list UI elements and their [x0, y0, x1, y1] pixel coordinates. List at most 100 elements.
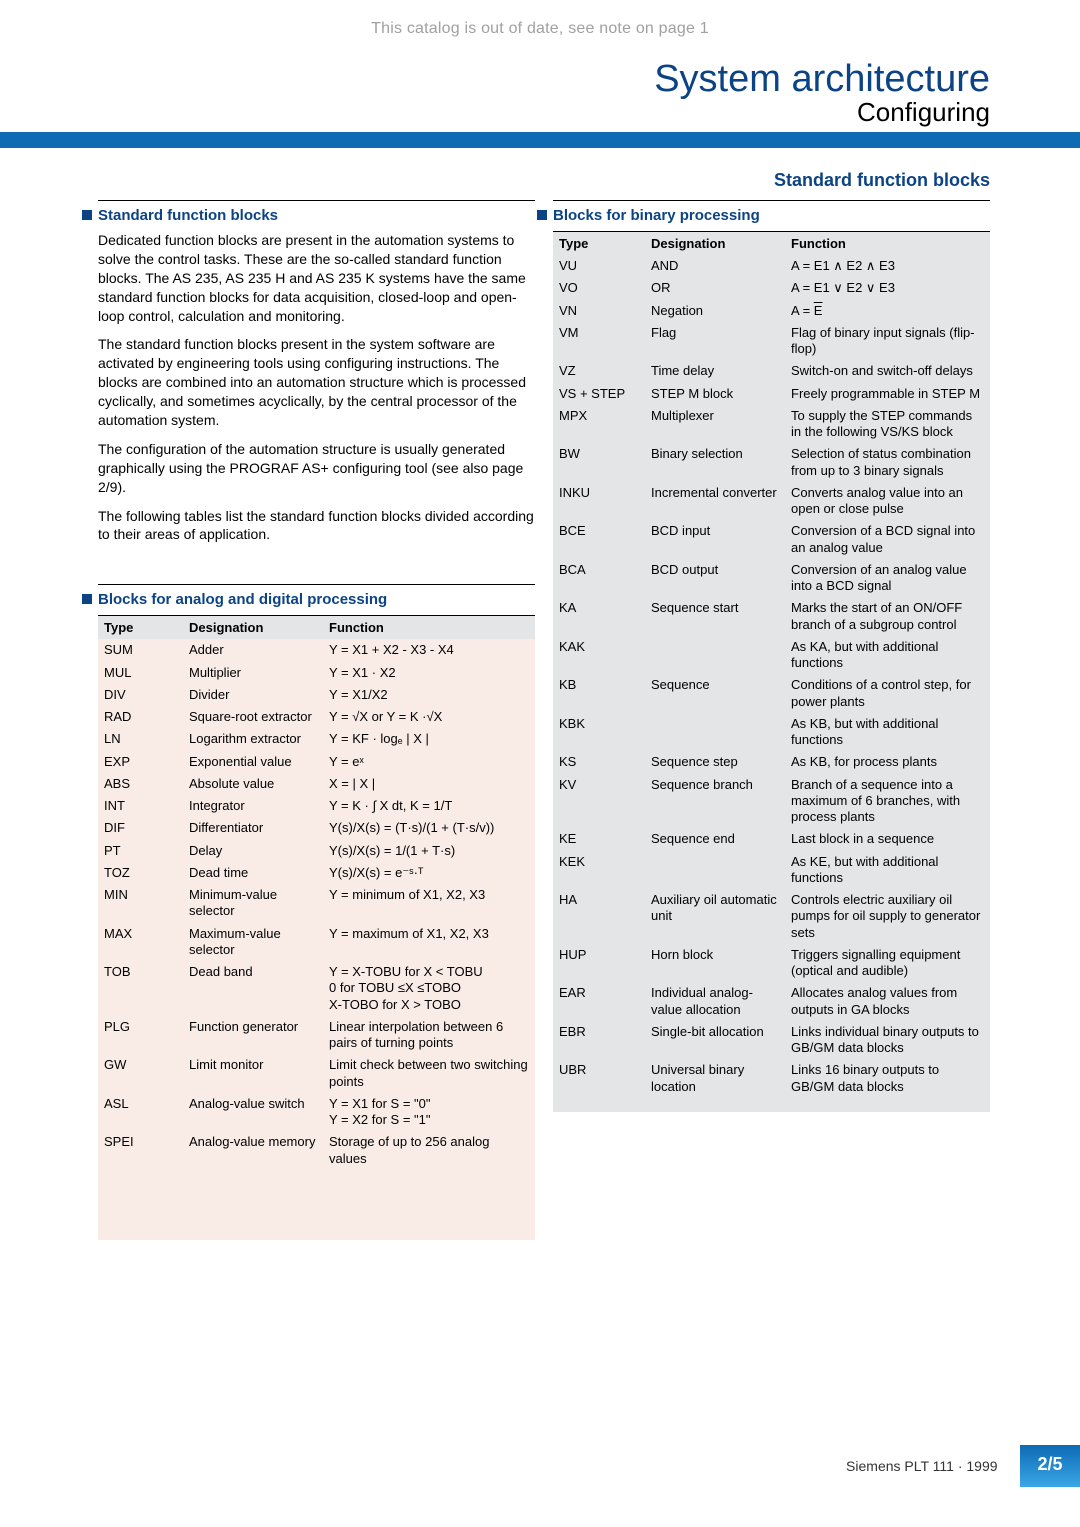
- cell-function: Y = K · ∫ X dt, K = 1/T: [323, 795, 535, 817]
- cell-designation: Adder: [183, 639, 323, 661]
- right-column: Blocks for binary processing Type Design…: [553, 200, 990, 1240]
- cell-type: KBK: [553, 713, 645, 752]
- cell-type: INT: [98, 795, 183, 817]
- intro-para-2: The standard function blocks present in …: [98, 335, 535, 429]
- cell-type: PT: [98, 840, 183, 862]
- cell-type: MPX: [553, 405, 645, 444]
- table-row: KBKAs KB, but with additional functions: [553, 713, 990, 752]
- cell-designation: Auxiliary oil automatic unit: [645, 889, 785, 944]
- cell-type: EXP: [98, 751, 183, 773]
- table-row: EXPExponential valueY = eˣ: [98, 751, 535, 773]
- cell-function: Conversion of an analog value into a BCD…: [785, 559, 990, 598]
- cell-type: PLG: [98, 1016, 183, 1055]
- cell-function: Y(s)/X(s) = (T·s)/(1 + (T·s/v)): [323, 817, 535, 839]
- cell-type: EBR: [553, 1021, 645, 1060]
- table-row: DIVDividerY = X1/X2: [98, 684, 535, 706]
- cell-designation: Logarithm extractor: [183, 728, 323, 750]
- cell-designation: Differentiator: [183, 817, 323, 839]
- cell-function: Y = √X or Y = K ·√X: [323, 706, 535, 728]
- cell-function: As KA, but with additional functions: [785, 636, 990, 675]
- cell-designation: Dead time: [183, 862, 323, 884]
- th-designation: Designation: [645, 232, 785, 255]
- table-row: SPEIAnalog-value memoryStorage of up to …: [98, 1131, 535, 1170]
- cell-function: Converts analog value into an open or cl…: [785, 482, 990, 521]
- table-row: HAAuxiliary oil automatic unitControls e…: [553, 889, 990, 944]
- cell-designation: Binary selection: [645, 443, 785, 482]
- cell-type: VN: [553, 300, 645, 322]
- cell-function: Storage of up to 256 analog values: [323, 1131, 535, 1170]
- th-designation: Designation: [183, 616, 323, 639]
- cell-function: Y = X1/X2: [323, 684, 535, 706]
- cell-designation: Incremental converter: [645, 482, 785, 521]
- cell-function: Allocates analog values from outputs in …: [785, 982, 990, 1021]
- cell-designation: Divider: [183, 684, 323, 706]
- cell-designation: Multiplier: [183, 662, 323, 684]
- cell-function: Linear interpolation between 6 pairs of …: [323, 1016, 535, 1055]
- table-row: VS + STEPSTEP M blockFreely programmable…: [553, 383, 990, 405]
- cell-designation: Analog-value switch: [183, 1093, 323, 1132]
- cell-type: RAD: [98, 706, 183, 728]
- cell-function: Y = X-TOBU for X < TOBU 0 for TOBU ≤X ≤T…: [323, 961, 535, 1016]
- table-row: ABSAbsolute valueX = | X |: [98, 773, 535, 795]
- table-row: BCEBCD inputConversion of a BCD signal i…: [553, 520, 990, 559]
- table-row: DIFDifferentiatorY(s)/X(s) = (T·s)/(1 + …: [98, 817, 535, 839]
- cell-designation: Integrator: [183, 795, 323, 817]
- left-column: Standard function blocks Dedicated funct…: [98, 200, 535, 1240]
- cell-function: Last block in a sequence: [785, 828, 990, 850]
- table-row: PTDelayY(s)/X(s) = 1/(1 + T·s): [98, 840, 535, 862]
- heading-binary-processing: Blocks for binary processing: [553, 207, 990, 225]
- th-function: Function: [785, 232, 990, 255]
- cell-designation: Limit monitor: [183, 1054, 323, 1093]
- table-row: MAXMaximum-value selectorY = maximum of …: [98, 923, 535, 962]
- cell-type: GW: [98, 1054, 183, 1093]
- table-row: EBRSingle-bit allocationLinks individual…: [553, 1021, 990, 1060]
- cell-designation: Minimum-value selector: [183, 884, 323, 923]
- cell-designation: Flag: [645, 322, 785, 361]
- cell-function: Links 16 binary outputs to GB/GM data bl…: [785, 1059, 990, 1098]
- cell-type: KEK: [553, 851, 645, 890]
- cell-type: MAX: [98, 923, 183, 962]
- page-number-badge: 2/5: [1020, 1445, 1080, 1487]
- cell-designation: [645, 713, 785, 752]
- cell-function: A = E1 ∨ E2 ∨ E3: [785, 277, 990, 299]
- cell-designation: Sequence branch: [645, 774, 785, 829]
- header-bar: [0, 132, 1080, 148]
- intro-para-3: The configuration of the automation stru…: [98, 440, 535, 497]
- cell-designation: [645, 636, 785, 675]
- cell-type: SUM: [98, 639, 183, 661]
- cell-type: DIV: [98, 684, 183, 706]
- th-function: Function: [323, 616, 535, 639]
- cell-designation: Single-bit allocation: [645, 1021, 785, 1060]
- table-row: VOORA = E1 ∨ E2 ∨ E3: [553, 277, 990, 299]
- table-row: PLGFunction generatorLinear interpolatio…: [98, 1016, 535, 1055]
- cell-function: As KB, for process plants: [785, 751, 990, 773]
- top-note: This catalog is out of date, see note on…: [0, 0, 1080, 38]
- cell-designation: Maximum-value selector: [183, 923, 323, 962]
- cell-type: KAK: [553, 636, 645, 675]
- table-row: GWLimit monitorLimit check between two s…: [98, 1054, 535, 1093]
- table-row: TOZDead timeY(s)/X(s) = e⁻ˢ·ᵀ: [98, 862, 535, 884]
- page-header: System architecture Configuring: [0, 58, 1080, 148]
- cell-type: VZ: [553, 360, 645, 382]
- cell-type: VO: [553, 277, 645, 299]
- cell-designation: Sequence start: [645, 597, 785, 636]
- cell-designation: STEP M block: [645, 383, 785, 405]
- cell-function: Y = X1 for S = "0" Y = X2 for S = "1": [323, 1093, 535, 1132]
- cell-function: X = | X |: [323, 773, 535, 795]
- cell-type: VM: [553, 322, 645, 361]
- table-row: MINMinimum-value selectorY = minimum of …: [98, 884, 535, 923]
- cell-function: Y = eˣ: [323, 751, 535, 773]
- cell-designation: Absolute value: [183, 773, 323, 795]
- table-row: UBRUniversal binary locationLinks 16 bin…: [553, 1059, 990, 1098]
- cell-type: HA: [553, 889, 645, 944]
- cell-designation: Multiplexer: [645, 405, 785, 444]
- table-row: EARIndividual analog-value allocationAll…: [553, 982, 990, 1021]
- cell-designation: Dead band: [183, 961, 323, 1016]
- cell-type: VS + STEP: [553, 383, 645, 405]
- intro-para-1: Dedicated function blocks are present in…: [98, 231, 535, 325]
- footer-text: Siemens PLT 111 · 1999: [846, 1458, 998, 1474]
- cell-type: KA: [553, 597, 645, 636]
- cell-type: LN: [98, 728, 183, 750]
- cell-function: Freely programmable in STEP M: [785, 383, 990, 405]
- cell-function: Y = X1 · X2: [323, 662, 535, 684]
